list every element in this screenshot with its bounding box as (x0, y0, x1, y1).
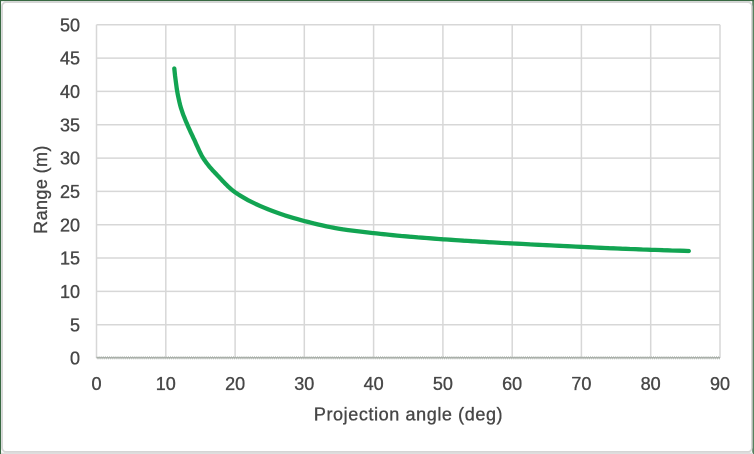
svg-text:40: 40 (60, 82, 80, 102)
svg-text:30: 30 (294, 374, 314, 394)
svg-text:80: 80 (641, 374, 661, 394)
svg-text:Range (m): Range (m) (31, 145, 51, 234)
svg-text:60: 60 (502, 374, 522, 394)
svg-text:20: 20 (225, 374, 245, 394)
svg-text:70: 70 (571, 374, 591, 394)
svg-text:35: 35 (60, 115, 80, 135)
svg-text:20: 20 (60, 215, 80, 235)
svg-text:50: 50 (433, 374, 453, 394)
svg-text:25: 25 (60, 182, 80, 202)
svg-text:10: 10 (60, 282, 80, 302)
svg-text:50: 50 (60, 15, 80, 35)
svg-text:0: 0 (70, 349, 80, 369)
svg-text:90: 90 (710, 374, 730, 394)
svg-text:0: 0 (91, 374, 101, 394)
svg-text:5: 5 (70, 315, 80, 335)
svg-text:30: 30 (60, 149, 80, 169)
svg-text:10: 10 (156, 374, 176, 394)
svg-text:45: 45 (60, 49, 80, 69)
svg-text:15: 15 (60, 249, 80, 269)
svg-text:Projection angle (deg): Projection angle (deg) (314, 405, 503, 425)
svg-text:40: 40 (364, 374, 384, 394)
